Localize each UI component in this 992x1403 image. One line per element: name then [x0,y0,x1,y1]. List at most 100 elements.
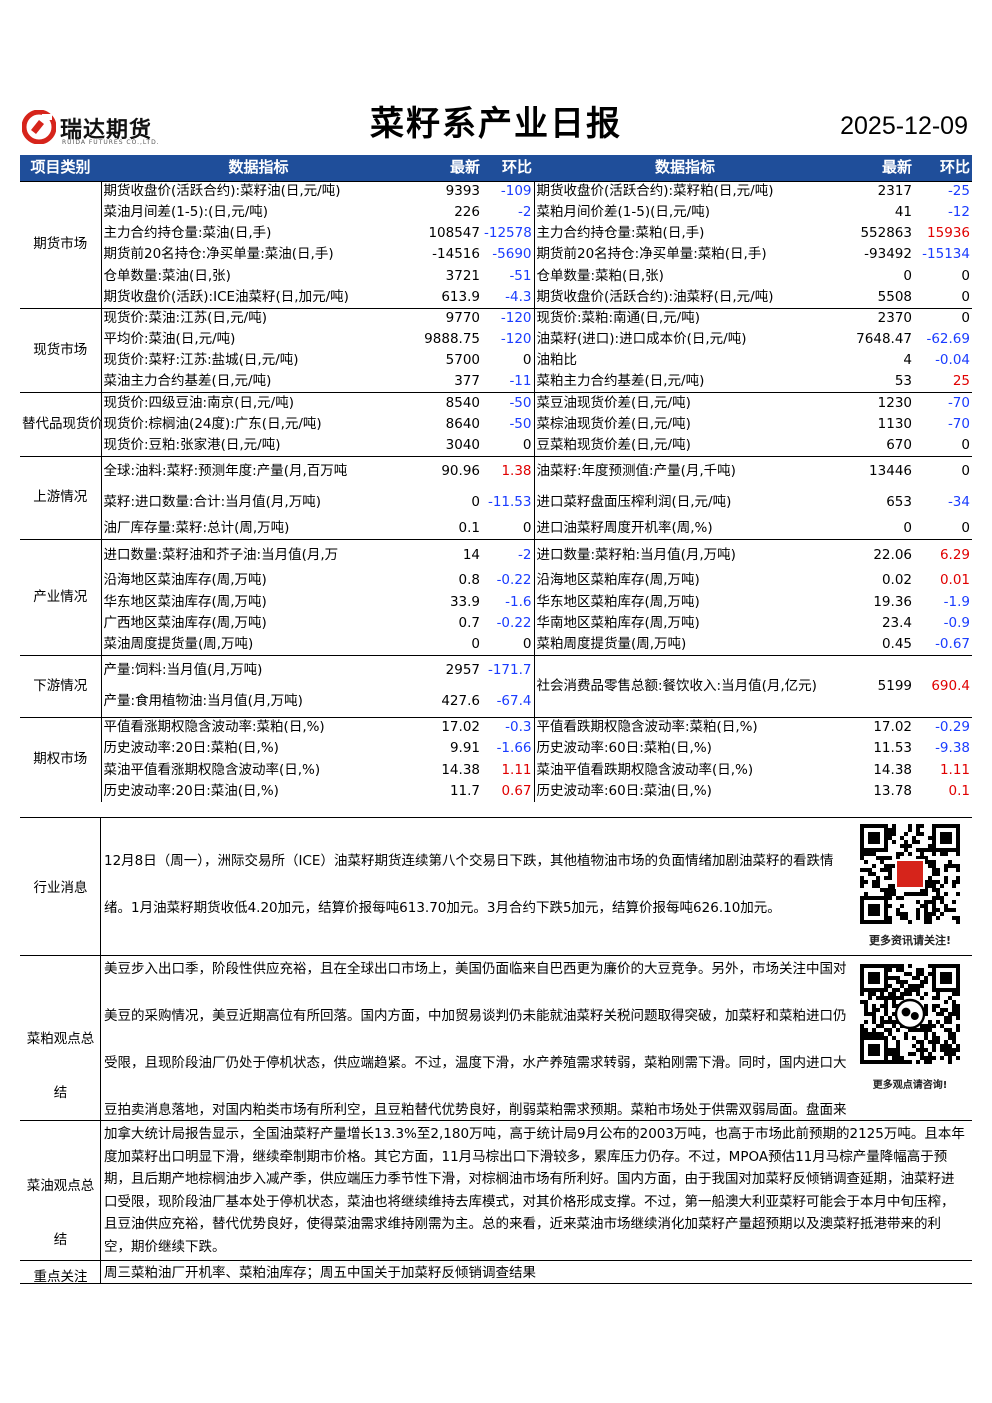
meal-view-text: 美豆步入出口季，阶段性供应充裕，且在全球出口市场上，美国仍面临来自巴西更为廉价的… [104,961,847,1118]
latest-right-cell: 1230 [836,392,914,415]
table-row: 产业情况 进口数量:菜籽油和芥子油:当月值(月,万 14 -2 进口数量:菜籽粕:当月值… [20,539,972,656]
indicator-left-cell: 现货价:豆粕:张家港(日,元/吨) [103,436,281,453]
latest-right-cell: 653 [886,494,912,511]
focus-label: 重点关注 [33,1269,88,1285]
latest-left-cell: 226 [454,204,480,221]
category-cell: 上游情况 [20,455,102,540]
table-row: 上游情况 全球:油料:菜籽:预测年度:产量(月,百万吨 90.96 1.38 油菜籽:年… [20,455,972,540]
indicator-right-cell: 沿海地区菜粕库存(周,万吨) [536,572,700,589]
latest-right-cell: 5508 [877,288,912,305]
indicator-left-cell: 主力合约持仓量:菜油(日,手) [103,225,272,242]
latest-left-cell: 613.9 [441,288,480,305]
change-right-cell: -62.69 [926,331,970,348]
latest-right-cell: 0 [903,520,912,537]
table-row: 替代品现货价格现货价:四级豆油:南京(日,元/吨)8540-50菜豆油现货价差(… [20,392,972,457]
latest-right-cell: 19.36 [873,593,912,610]
latest-right-cell: 13.78 [873,782,912,799]
change-right-cell: 0.01 [939,572,970,589]
change-left-cell: 0 [482,350,535,372]
table-row: 现货价:菜籽:江苏:盐城(日,元/吨) 5700 0 油粕比 4 -0.04 [20,350,972,372]
change-left-cell: -120 [482,329,535,351]
indicator-left-cell: 期货收盘价(活跃合约):菜籽油(日,元/吨) [101,180,416,203]
change-right-cell: 690.4 [914,654,972,718]
indicator-right-cell: 社会消费品零售总额:餐饮收入:当月值(月,亿元) [534,654,836,718]
table-row: 历史波动率:20日:菜油(日,%) 11.7 0.67 历史波动率:60日:菜油(日,… [20,780,972,803]
change-left-cell: 0 [482,634,535,656]
industry-news-text: 12月8日（周一），洲际交易所（ICE）油菜籽期货连续第八个交易日下跌，其他植物… [104,853,834,916]
oil-view-text: 加拿大统计局报告显示，全国油菜籽产量增长13.3%至2,180万吨，高于统计局9… [104,1126,965,1255]
latest-left-cell: -14516 [432,246,480,263]
change-right-cell: -1.9 [943,593,970,610]
latest-right-cell: 7648.47 [856,331,912,348]
latest-left-cell: 0.1 [458,520,480,537]
table-row: 仓单数量:菜油(日,张) 3721 -51 仓单数量:菜粕(日,张) 0 0 [20,265,972,287]
indicator-right-cell: 仓单数量:菜粕(日,张) [536,267,664,284]
indicator-right-cell: 期货收盘价(活跃合约):油菜籽(日,元/吨) [536,288,774,305]
section-label: 行业消息 [20,818,101,955]
latest-right-cell: 5199 [836,654,914,718]
indicator-left-cell: 产量:食用植物油:当月值(月,万吨) [103,692,303,709]
latest-left-cell: 14.38 [441,761,480,778]
indicator-left-cell: 全球:油料:菜籽:预测年度:产量(月,百万吨 [101,455,416,488]
indicator-right-cell: 油菜籽:年度预测值:产量(月,千吨) [534,455,836,488]
header-category: 项目类别 [20,155,101,181]
change-left-cell: -1.66 [482,738,535,760]
latest-left-cell: 108547 [428,225,480,242]
change-left-cell: -50 [482,392,535,415]
header-change-left: 环比 [482,155,534,181]
indicator-left-cell: 油厂库存量:菜籽:总计(周,万吨) [103,520,290,537]
header-change-right: 环比 [914,155,972,181]
indicator-right-cell: 期货收盘价(活跃合约):菜籽粕(日,元/吨) [534,180,836,203]
latest-left-cell: 0 [471,635,480,652]
category-cell: 期权市场 [20,716,102,803]
change-left-cell: 0 [482,435,535,457]
latest-right-cell: 0 [903,267,912,284]
change-left-cell: -0.22 [482,570,535,592]
indicator-right-cell: 主力合约持仓量:菜粕(日,手) [536,225,705,242]
latest-right-cell: -93492 [864,246,912,263]
oil-view-section: 菜油观点总结 加拿大统计局报告显示，全国油菜籽产量增长13.3%至2,180万吨… [20,1120,972,1260]
logo-text: 瑞达期货 [60,118,153,143]
indicator-left-cell: 菜油周度提货量(周,万吨) [103,635,254,652]
table-row: 菜油平值看涨期权隐含波动率(日,%) 14.38 1.11 菜油平值看跌期权隐含波动率… [20,759,972,781]
report-title: 菜籽系产业日报 [370,104,622,144]
change-right-cell: -25 [914,180,972,203]
latest-right-cell: 1130 [877,415,912,432]
indicator-left-cell: 现货价:菜油:江苏(日,元/吨) [101,307,416,330]
change-left-cell: -1.6 [482,591,535,613]
change-left-cell: -11 [482,371,535,393]
header-latest-left: 最新 [416,155,482,181]
change-right-cell: 0.1 [948,782,970,799]
indicator-table: 项目类别 数据指标 最新 环比 数据指标 最新 环比 期货市场 期货收盘价(活跃合… [20,155,972,803]
category-cell: 现货市场 [20,307,102,393]
oil-view-label: 菜油观点总结 [26,1178,95,1248]
latest-right-cell: 23.4 [881,614,912,631]
latest-left-cell: 3040 [445,436,480,453]
latest-right-cell: 11.53 [873,740,912,757]
indicator-left-cell: 历史波动率:20日:菜油(日,%) [103,782,279,799]
category-cell: 替代品现货价格 [20,392,102,457]
indicator-right-cell: 历史波动率:60日:菜粕(日,%) [536,740,712,757]
latest-left-cell: 8640 [445,415,480,432]
indicator-right-cell: 进口油菜籽周度开机率(周,%) [536,520,713,537]
indicator-left-cell: 菜籽:进口数量:合计:当月值(月,万吨) [103,494,321,511]
indicator-left-cell: 期货收盘价(活跃):ICE油菜籽(日,加元/吨) [103,288,349,305]
indicator-left-cell: 菜油平值看涨期权隐含波动率(日,%) [103,761,321,778]
table-row: 下游情况 产量:饲料:当月值(月,万吨) 2957 -171.7 社会消费品零售总额:餐… [20,654,972,718]
indicator-right-cell: 豆菜粕现货价差(日,元/吨) [536,436,691,453]
latest-left-cell: 11.7 [449,782,480,799]
change-right-cell: 6.29 [914,539,972,571]
change-left-cell: 1.11 [482,759,535,781]
table-row: 华东地区菜油库存(周,万吨) 33.9 -1.6 华东地区菜粕库存(周,万吨) 19.3… [20,591,972,613]
indicator-right-cell: 菜粕主力合约基差(日,元/吨) [536,373,705,390]
latest-right-cell: 22.06 [836,539,914,571]
change-left-cell: -50 [482,414,535,436]
change-right-cell: 0 [914,307,972,330]
latest-left-cell: 90.96 [416,455,482,488]
table-body: 期货市场 期货收盘价(活跃合约):菜籽油(日,元/吨) 9393 -109 期货收盘价(… [20,180,972,803]
change-right-cell: 15936 [927,225,970,242]
table-row: 现货价:豆粕:张家港(日,元/吨) 3040 0 豆菜粕现货价差(日,元/吨) 670 0 [20,435,972,457]
indicator-left-cell: 期货前20名持仓:净买单量:菜油(日,手) [103,246,334,263]
latest-right-cell: 4 [903,352,912,369]
change-left-cell: -2 [482,539,535,571]
